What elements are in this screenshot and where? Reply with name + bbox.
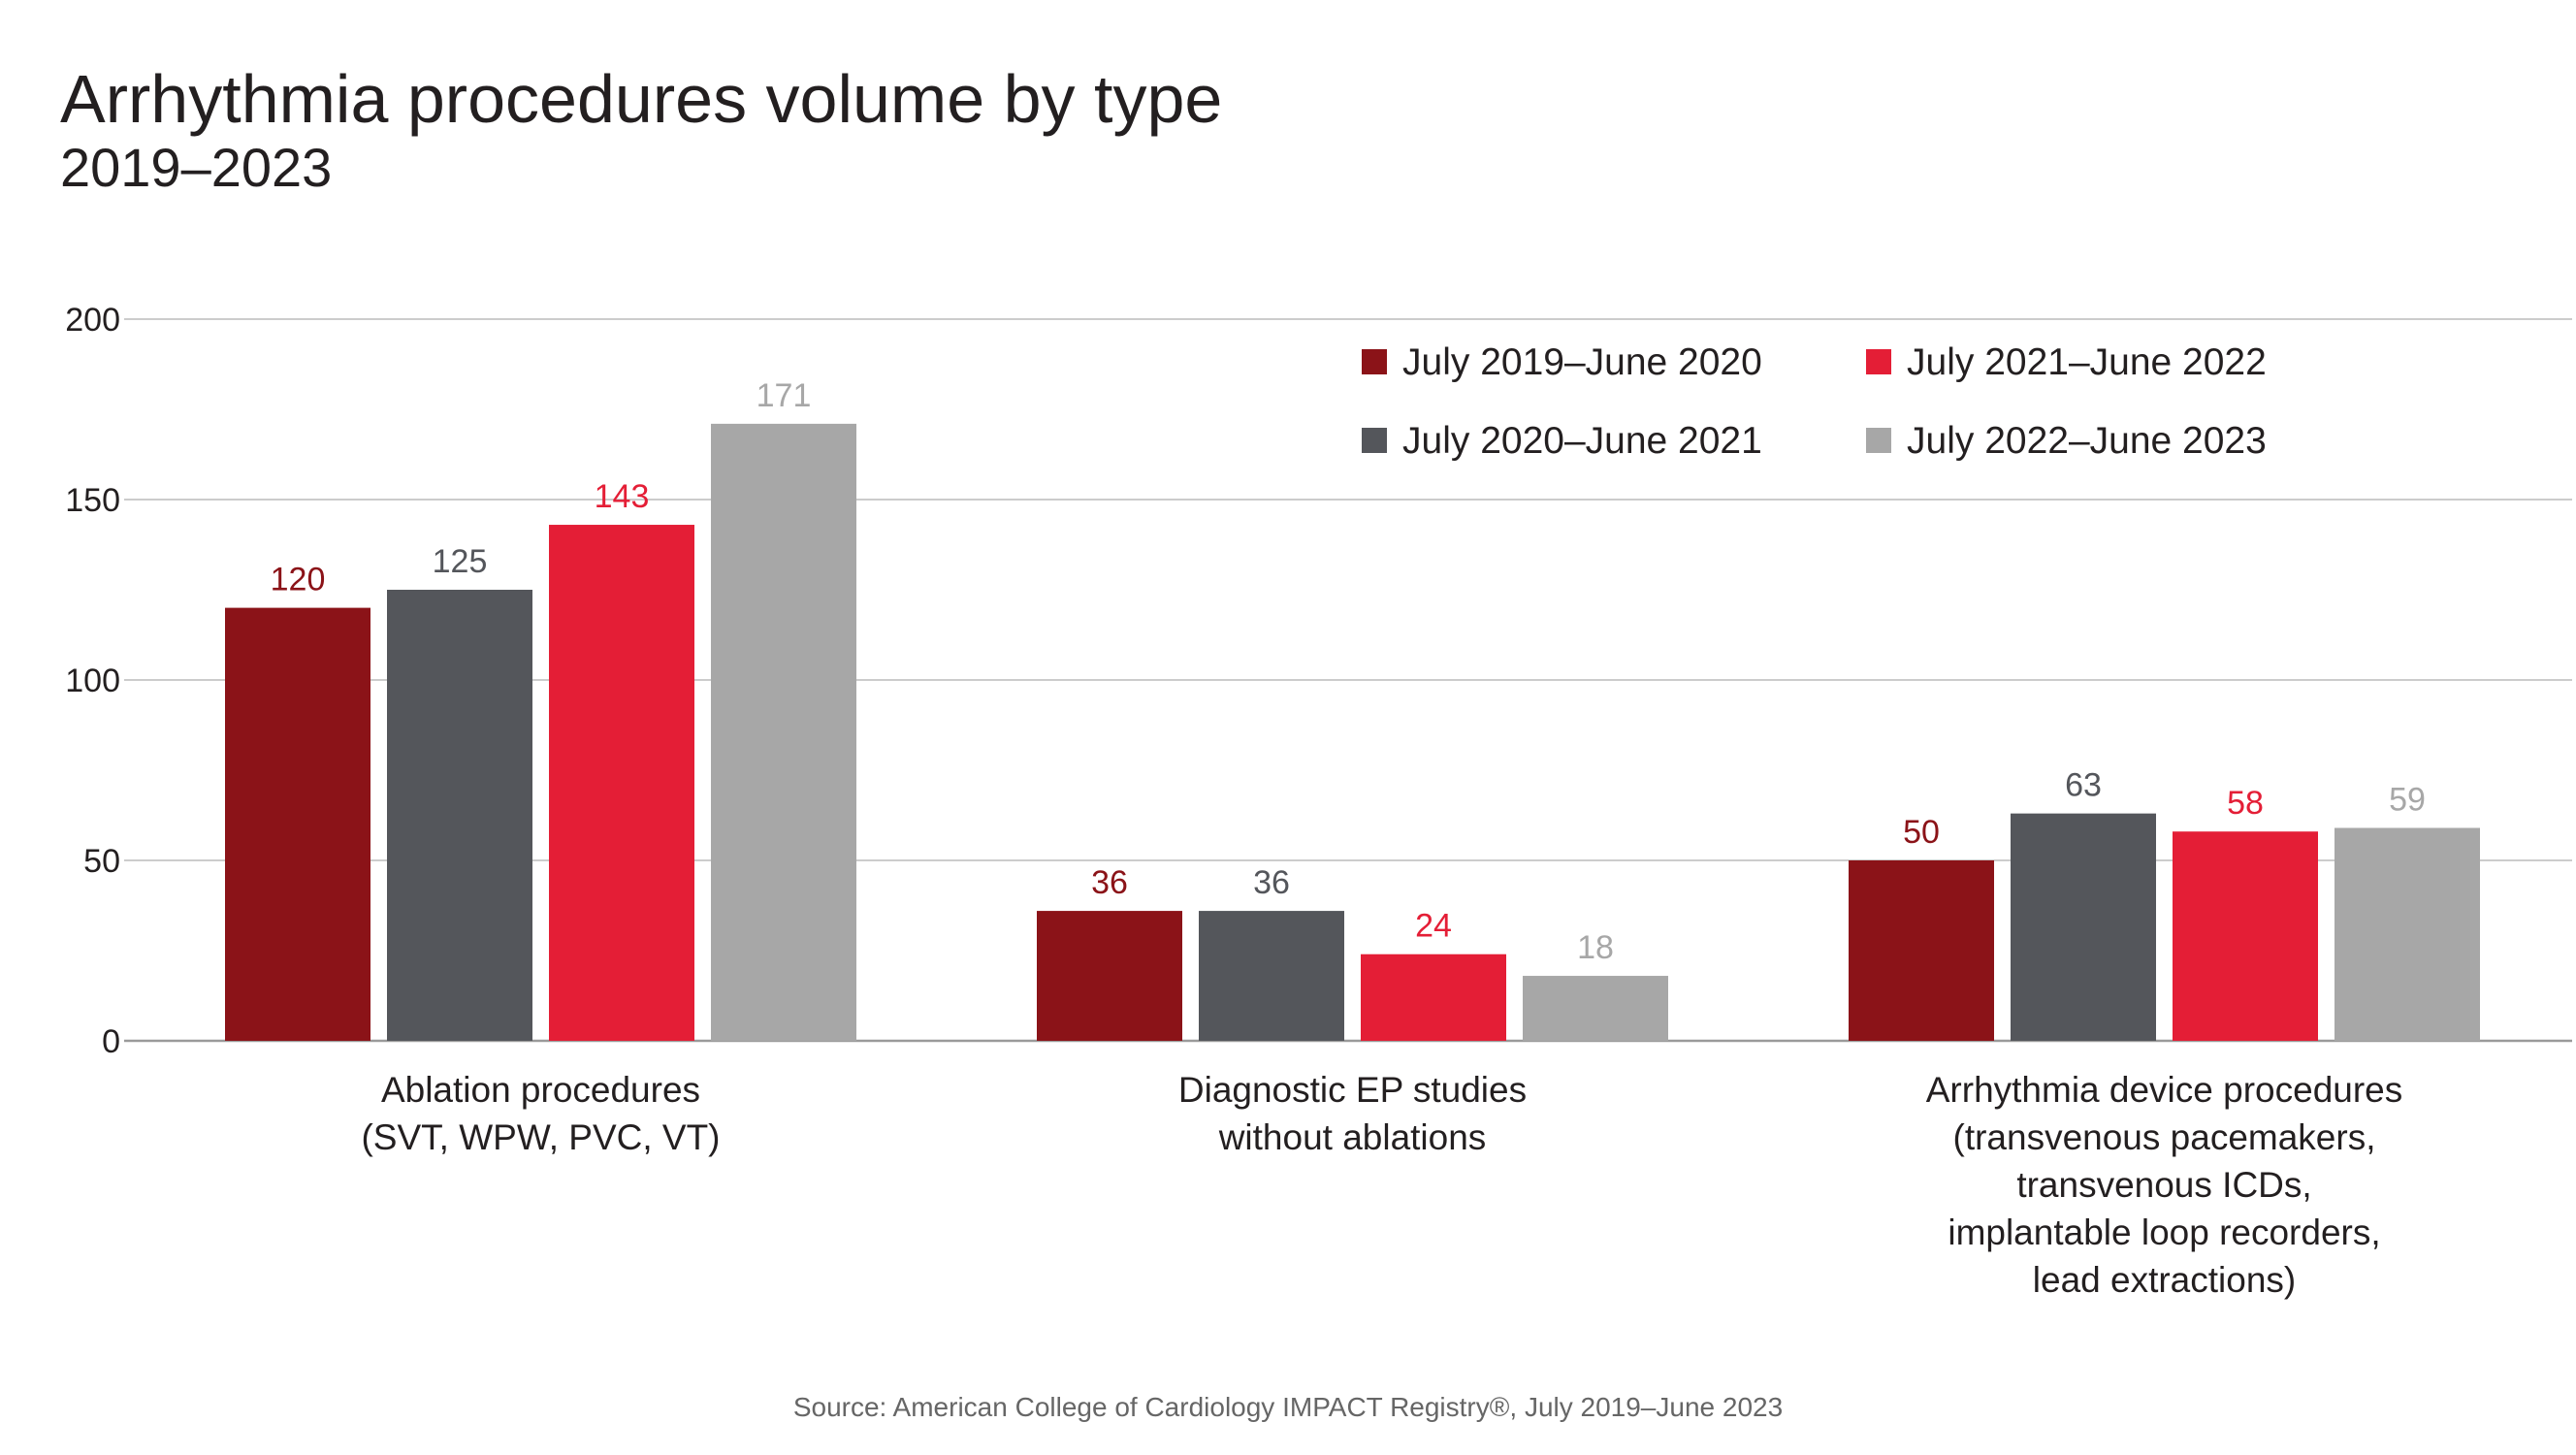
data-label: 125 <box>433 543 488 580</box>
chart-subtitle: 2019–2023 <box>60 137 333 198</box>
data-label: 59 <box>2389 782 2426 819</box>
chart-title: Arrhythmia procedures volume by type <box>60 61 1223 137</box>
legend-item: July 2022–June 2023 <box>1866 420 2267 462</box>
y-tick-label: 100 <box>65 663 120 699</box>
bar <box>1037 911 1182 1041</box>
y-tick-label: 0 <box>102 1023 120 1060</box>
legend-item: July 2019–June 2020 <box>1362 341 1762 383</box>
bar <box>711 423 856 1041</box>
legend-swatch <box>1866 428 1891 453</box>
legend-swatch <box>1362 349 1387 374</box>
legend-label: July 2020–June 2021 <box>1402 420 1762 462</box>
y-tick-label: 200 <box>65 302 120 339</box>
x-category-label: lead extractions) <box>2033 1260 2296 1300</box>
data-label: 24 <box>1415 908 1452 945</box>
y-axis-ticks: 0 50 100 150 200 <box>65 302 120 1060</box>
x-category-label: (transvenous pacemakers, <box>1953 1117 2376 1157</box>
bars <box>225 423 2480 1041</box>
bar <box>549 525 694 1041</box>
bar <box>387 590 532 1041</box>
data-label: 36 <box>1253 864 1290 901</box>
x-category-label: Diagnostic EP studies <box>1178 1070 1527 1110</box>
data-label: 50 <box>1903 814 1940 851</box>
y-tick-label: 150 <box>65 482 120 519</box>
bar <box>2173 831 2318 1041</box>
legend-item: July 2020–June 2021 <box>1362 420 1762 462</box>
legend-label: July 2022–June 2023 <box>1907 420 2267 462</box>
data-label: 120 <box>271 562 326 598</box>
legend-swatch <box>1866 349 1891 374</box>
x-category-label: (SVT, WPW, PVC, VT) <box>361 1117 720 1157</box>
data-label: 18 <box>1577 929 1614 966</box>
x-category-label: implantable loop recorders, <box>1948 1212 2380 1252</box>
x-category-label: transvenous ICDs, <box>2016 1165 2311 1205</box>
data-label: 58 <box>2227 785 2264 822</box>
bar <box>225 607 370 1041</box>
bar <box>1523 976 1668 1041</box>
x-category-label: Ablation procedures <box>381 1070 700 1110</box>
bar <box>2334 827 2480 1041</box>
bar <box>1361 954 1506 1041</box>
x-category-label: Arrhythmia device procedures <box>1926 1070 2403 1110</box>
x-axis-labels: Ablation procedures (SVT, WPW, PVC, VT) Di… <box>361 1070 2402 1300</box>
legend: July 2019–June 2020 July 2020–June 2021 Ju… <box>1362 341 2267 462</box>
data-label: 63 <box>2065 767 2102 804</box>
legend-item: July 2021–June 2022 <box>1866 341 2267 383</box>
data-label: 143 <box>595 478 650 515</box>
data-label: 36 <box>1091 864 1128 901</box>
y-tick-label: 50 <box>83 843 120 880</box>
source-note: Source: American College of Cardiology I… <box>792 1392 1784 1422</box>
bar <box>1849 860 1994 1041</box>
bar <box>2011 813 2156 1041</box>
bar <box>1199 911 1344 1041</box>
data-labels: 120 125 143 171 36 36 24 18 50 63 58 59 <box>271 377 2426 966</box>
data-label: 171 <box>757 377 812 414</box>
legend-label: July 2021–June 2022 <box>1907 341 2267 383</box>
legend-swatch <box>1362 428 1387 453</box>
legend-label: July 2019–June 2020 <box>1402 341 1762 383</box>
x-category-label: without ablations <box>1218 1117 1487 1157</box>
